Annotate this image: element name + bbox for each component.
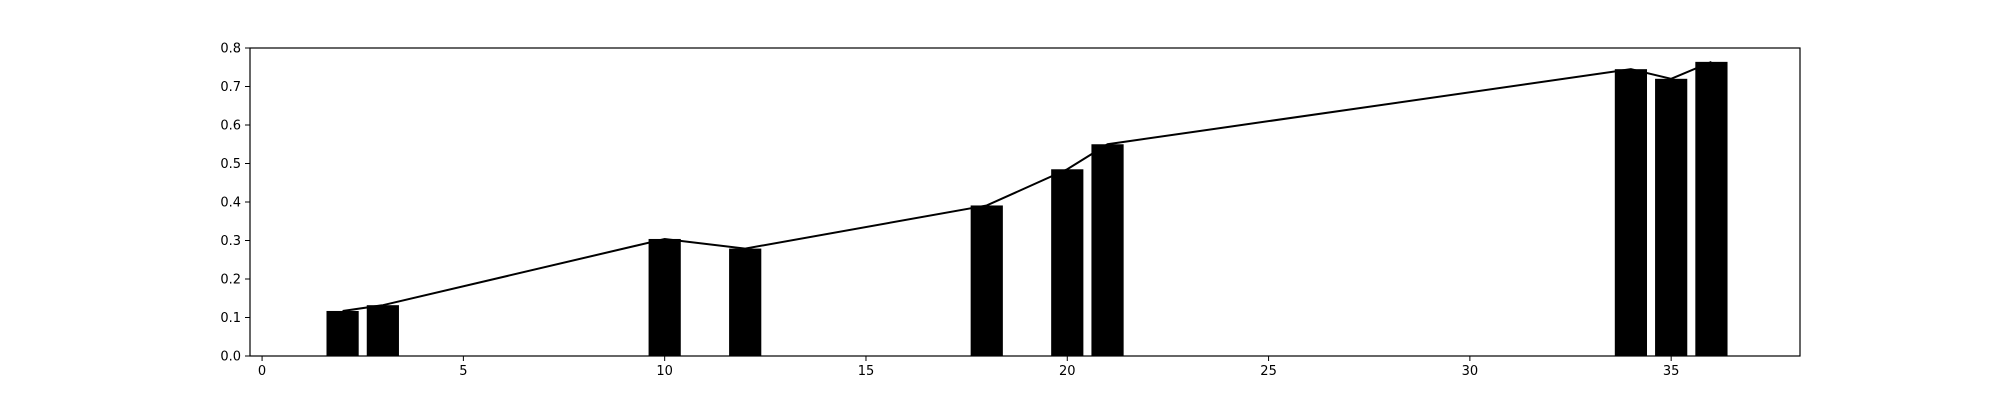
bar-x20 xyxy=(1051,169,1084,356)
y-tick-label: 0.1 xyxy=(220,311,241,326)
y-tick-label: 0.0 xyxy=(220,350,241,365)
y-tick-label: 0.8 xyxy=(220,42,241,57)
y-tick-label: 0.2 xyxy=(220,273,241,288)
y-tick-label: 0.5 xyxy=(220,157,241,172)
y-tick-label: 0.4 xyxy=(220,196,241,211)
trend-line xyxy=(342,60,1712,312)
x-tick-label: 20 xyxy=(1059,364,1076,379)
x-tick-label: 15 xyxy=(858,364,875,379)
bars-layer xyxy=(326,61,1728,357)
bar-x3 xyxy=(366,305,399,356)
bar-x12 xyxy=(729,248,762,356)
bar-x36 xyxy=(1695,61,1728,357)
y-tick-label: 0.3 xyxy=(220,234,241,249)
bar-x18 xyxy=(970,205,1003,356)
bar-x10 xyxy=(648,238,681,356)
y-tick-label: 0.7 xyxy=(220,80,241,95)
x-tick-label: 30 xyxy=(1462,364,1479,379)
bar-x35 xyxy=(1655,78,1688,357)
x-tick-label: 35 xyxy=(1663,364,1680,379)
x-tick-label: 10 xyxy=(656,364,673,379)
x-tick-label: 25 xyxy=(1260,364,1277,379)
axes-frame xyxy=(249,47,1801,357)
x-tick-label: 5 xyxy=(459,364,467,379)
y-axis: 0.0 0.1 0.2 0.3 0.4 0.5 0.6 0.7 0.8 xyxy=(220,42,250,365)
bar-x21 xyxy=(1091,144,1124,356)
line-layer xyxy=(342,60,1712,312)
y-tick-label: 0.6 xyxy=(220,119,241,134)
bar-x2 xyxy=(326,310,359,356)
x-axis: 0 5 10 15 20 25 30 35 xyxy=(258,356,1680,379)
bar-x34 xyxy=(1614,69,1648,357)
x-tick-label: 0 xyxy=(258,364,266,379)
